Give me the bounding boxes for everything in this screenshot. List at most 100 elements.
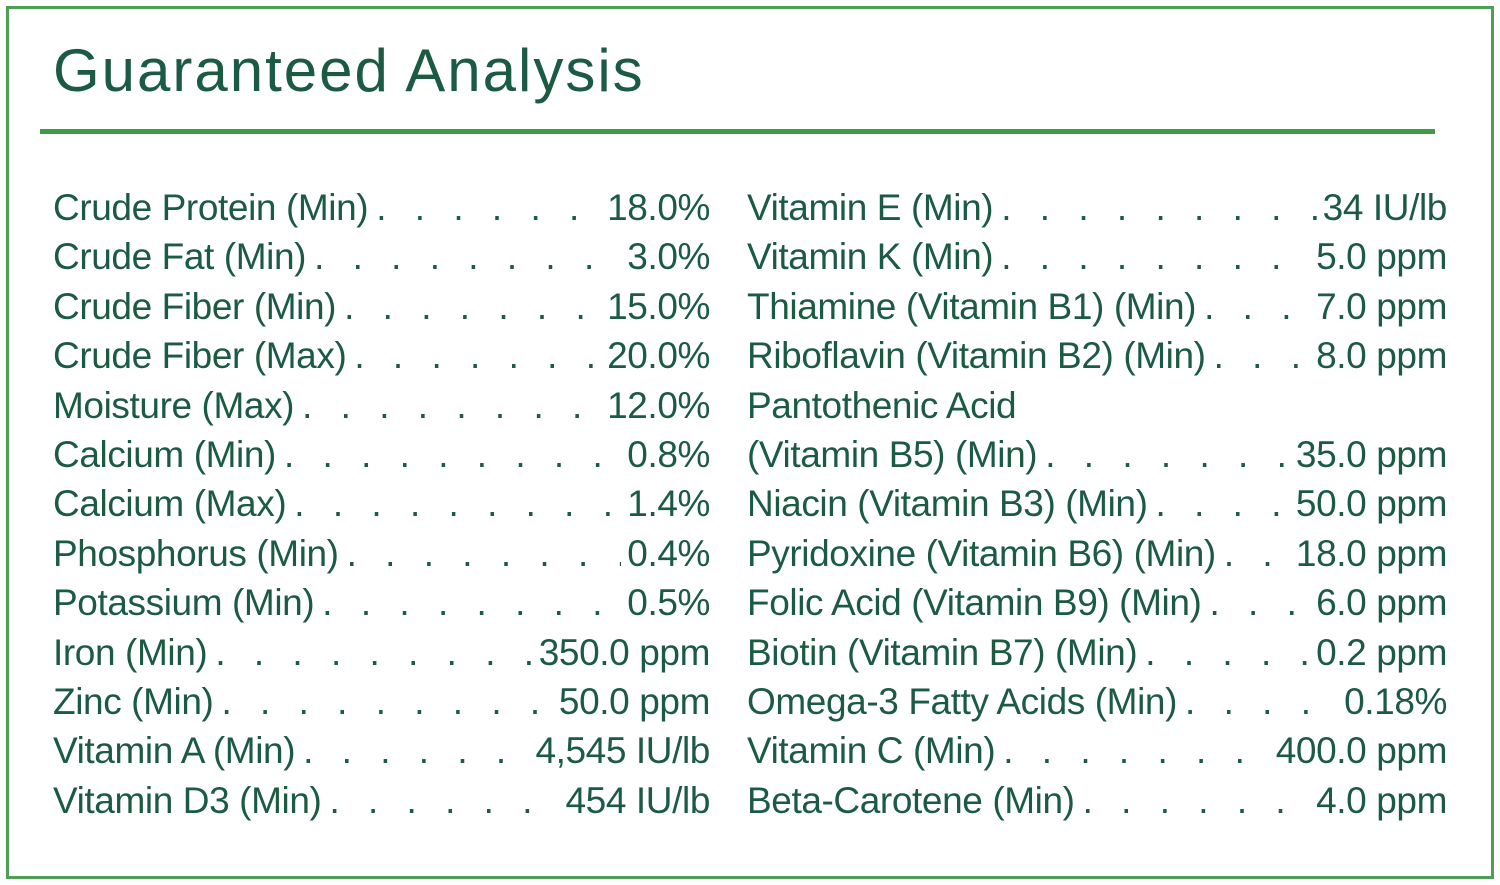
analysis-row: Vitamin D3 (Min) . . . . . . . . . . . .…	[53, 776, 710, 825]
nutrient-label: Vitamin A (Min)	[53, 730, 296, 772]
nutrient-label: Vitamin D3 (Min)	[53, 779, 322, 821]
dot-leader: . . . . . . . . . . . . . . . . . . . . …	[1209, 582, 1310, 624]
nutrient-value: 0.18%	[1344, 680, 1447, 722]
nutrient-value: 18.0 ppm	[1295, 532, 1447, 574]
dot-leader: . . . . . . . . . . . . . . . . . . . . …	[322, 582, 621, 624]
nutrient-value: 35.0 ppm	[1295, 433, 1447, 475]
analysis-row: Zinc (Min) . . . . . . . . . . . . . . .…	[53, 677, 710, 726]
dot-leader: . . . . . . . . . . . . . . . . . . . . …	[1223, 532, 1290, 574]
nutrient-label: Crude Fiber (Min)	[53, 285, 337, 327]
nutrient-value: 350.0 ppm	[538, 631, 711, 673]
analysis-row: Niacin (Vitamin B3) (Min) . . . . . . . …	[747, 479, 1447, 528]
analysis-row: Moisture (Max) . . . . . . . . . . . . .…	[53, 381, 710, 430]
nutrient-label: Vitamin E (Min)	[747, 187, 994, 228]
nutrient-label: Folic Acid (Vitamin B9) (Min)	[747, 582, 1202, 624]
analysis-row: Riboflavin (Vitamin B2) (Min) . . . . . …	[747, 331, 1447, 380]
nutrient-value: 4,545 IU/lb	[535, 730, 710, 772]
analysis-row: Phosphorus (Min) . . . . . . . . . . . .…	[53, 529, 710, 578]
nutrient-value: 50.0 ppm	[1295, 483, 1447, 525]
analysis-row: Thiamine (Vitamin B1) (Min) . . . . . . …	[747, 282, 1447, 331]
nutrient-value: 5.0 ppm	[1316, 236, 1447, 278]
nutrient-value: 4.0 ppm	[1316, 779, 1447, 821]
analysis-row: Folic Acid (Vitamin B9) (Min) . . . . . …	[747, 578, 1447, 627]
analysis-row: Beta-Carotene (Min) . . . . . . . . . . …	[747, 776, 1447, 825]
analysis-row: Crude Fiber (Min) . . . . . . . . . . . …	[53, 282, 710, 331]
dot-leader: . . . . . . . . . . . . . . . . . . . . …	[1185, 680, 1338, 722]
nutrient-value: 0.8%	[627, 433, 710, 475]
nutrient-label: Crude Protein (Min)	[53, 187, 369, 228]
nutrient-label: Riboflavin (Vitamin B2) (Min)	[747, 335, 1206, 377]
nutrient-value: 7.0 ppm	[1316, 285, 1447, 327]
nutrient-label: Zinc (Min)	[53, 680, 214, 722]
title-divider	[40, 129, 1435, 134]
nutrient-label: Thiamine (Vitamin B1) (Min)	[747, 285, 1197, 327]
dot-leader: . . . . . . . . . . . . . . . . . . . . …	[1001, 187, 1316, 228]
analysis-row: Crude Fiber (Max) . . . . . . . . . . . …	[53, 331, 710, 380]
nutrient-label: Pyridoxine (Vitamin B6) (Min)	[747, 532, 1216, 574]
analysis-column-left: Crude Protein (Min) . . . . . . . . . . …	[53, 183, 710, 825]
analysis-row: Biotin (Vitamin B7) (Min) . . . . . . . …	[747, 628, 1447, 677]
dot-leader: . . . . . . . . . . . . . . . . . . . . …	[1155, 483, 1290, 525]
analysis-row: Vitamin K (Min) . . . . . . . . . . . . …	[747, 232, 1447, 281]
nutrient-value: 454 IU/lb	[565, 779, 711, 821]
nutrient-label: Potassium (Min)	[53, 582, 315, 624]
nutrient-label: Calcium (Min)	[53, 433, 276, 475]
dot-leader: . . . . . . . . . . . . . . . . . . . . …	[1204, 285, 1310, 327]
nutrient-value: 18.0%	[607, 187, 710, 228]
nutrient-label: Moisture (Max)	[53, 384, 295, 426]
nutrient-value: 6.0 ppm	[1316, 582, 1447, 624]
analysis-row: Iron (Min) . . . . . . . . . . . . . . .…	[53, 628, 710, 677]
nutrient-label: Crude Fat (Min)	[53, 236, 307, 278]
nutrient-label: Omega-3 Fatty Acids (Min)	[747, 680, 1178, 722]
nutrient-label: (Vitamin B5) (Min)	[747, 433, 1038, 475]
nutrient-label: Vitamin C (Min)	[747, 730, 996, 772]
dot-leader: . . . . . . . . . . . . . . . . . . . . …	[1045, 433, 1290, 475]
dot-leader: . . . . . . . . . . . . . . . . . . . . …	[314, 236, 621, 278]
analysis-row: Pantothenic Acid	[747, 381, 1447, 430]
analysis-row: Pyridoxine (Vitamin B6) (Min) . . . . . …	[747, 529, 1447, 578]
nutrient-label: Crude Fiber (Max)	[53, 335, 347, 377]
nutrient-label: Phosphorus (Min)	[53, 532, 339, 574]
dot-leader: . . . . . . . . . . . . . . . . . . . . …	[283, 433, 621, 475]
dot-leader: . . . . . . . . . . . . . . . . . . . . …	[1082, 779, 1311, 821]
analysis-row: (Vitamin B5) (Min) . . . . . . . . . . .…	[747, 430, 1447, 479]
nutrient-value: 0.4%	[627, 532, 710, 574]
analysis-row: Potassium (Min) . . . . . . . . . . . . …	[53, 578, 710, 627]
analysis-row: Crude Protein (Min) . . . . . . . . . . …	[53, 183, 710, 232]
dot-leader: . . . . . . . . . . . . . . . . . . . . …	[294, 483, 622, 525]
analysis-row: Vitamin A (Min) . . . . . . . . . . . . …	[53, 726, 710, 775]
nutrient-label: Pantothenic Acid	[747, 384, 1017, 426]
dot-leader: . . . . . . . . . . . . . . . . . . . . …	[344, 285, 601, 327]
dot-leader: . . . . . . . . . . . . . . . . . . . . …	[1213, 335, 1311, 377]
nutrient-value: 15.0%	[607, 285, 710, 327]
dot-leader: . . . . . . . . . . . . . . . . . . . . …	[1003, 730, 1270, 772]
nutrient-value: 3.0%	[627, 236, 710, 278]
analysis-grid: Crude Protein (Min) . . . . . . . . . . …	[53, 183, 1447, 825]
nutrient-value: 8.0 ppm	[1316, 335, 1447, 377]
analysis-row: Vitamin E (Min) . . . . . . . . . . . . …	[747, 183, 1447, 232]
nutrient-label: Vitamin K (Min)	[747, 236, 994, 278]
nutrient-value: 1.4%	[627, 483, 710, 525]
dot-leader: . . . . . . . . . . . . . . . . . . . . …	[303, 730, 529, 772]
nutrient-label: Calcium (Max)	[53, 483, 287, 525]
analysis-row: Crude Fat (Min) . . . . . . . . . . . . …	[53, 232, 710, 281]
nutrient-label: Niacin (Vitamin B3) (Min)	[747, 483, 1148, 525]
panel-title: Guaranteed Analysis	[53, 37, 645, 104]
analysis-row: Vitamin C (Min) . . . . . . . . . . . . …	[747, 726, 1447, 775]
nutrient-value: 0.5%	[627, 582, 710, 624]
nutrient-value: 20.0%	[607, 335, 710, 377]
nutrient-value: 0.2 ppm	[1316, 631, 1447, 673]
nutrient-label: Biotin (Vitamin B7) (Min)	[747, 631, 1138, 673]
analysis-row: Omega-3 Fatty Acids (Min) . . . . . . . …	[747, 677, 1447, 726]
dot-leader: . . . . . . . . . . . . . . . . . . . . …	[354, 335, 601, 377]
nutrient-value: 12.0%	[607, 384, 710, 426]
panel-content: Guaranteed Analysis Crude Protein (Min) …	[40, 37, 1447, 825]
nutrient-label: Iron (Min)	[53, 631, 208, 673]
analysis-row: Calcium (Min) . . . . . . . . . . . . . …	[53, 430, 710, 479]
nutrient-value: 400.0 ppm	[1275, 730, 1448, 772]
nutrient-value: 50.0 ppm	[558, 680, 710, 722]
dot-leader: . . . . . . . . . . . . . . . . . . . . …	[221, 680, 552, 722]
dot-leader: . . . . . . . . . . . . . . . . . . . . …	[346, 532, 622, 574]
analysis-row: Calcium (Max) . . . . . . . . . . . . . …	[53, 479, 710, 528]
